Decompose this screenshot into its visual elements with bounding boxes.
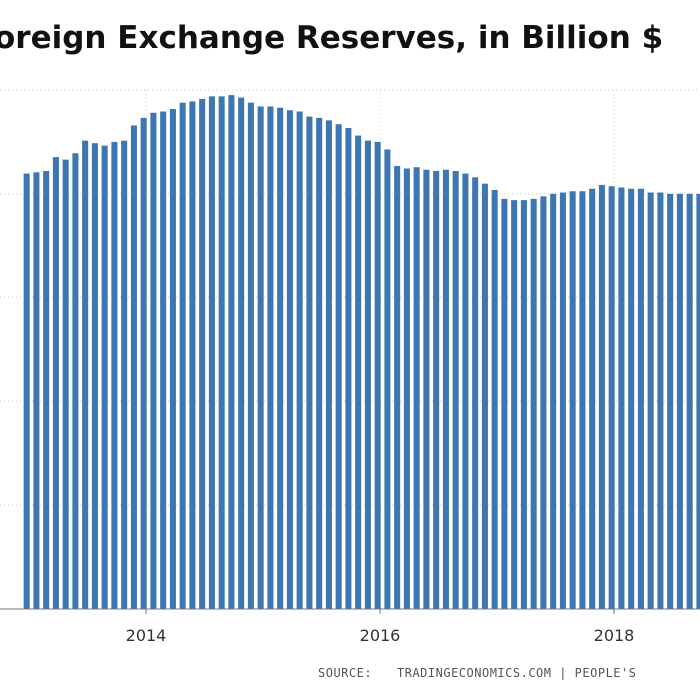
x-tick-label: 2014 xyxy=(126,626,167,645)
bar xyxy=(257,106,264,610)
bar xyxy=(540,196,547,609)
bar xyxy=(403,168,410,610)
bar xyxy=(179,102,186,609)
bar xyxy=(316,117,323,609)
bar xyxy=(160,111,167,610)
bar xyxy=(238,97,245,609)
x-tick-label: 2016 xyxy=(360,626,401,645)
bar xyxy=(286,110,293,609)
bar xyxy=(618,187,625,609)
bar xyxy=(306,116,313,609)
bar xyxy=(481,183,488,610)
bar xyxy=(647,192,654,609)
bar xyxy=(442,169,449,609)
bar xyxy=(589,188,596,610)
bar xyxy=(169,108,176,610)
bar xyxy=(559,192,566,609)
bar xyxy=(208,96,215,609)
bar xyxy=(355,135,362,609)
bar xyxy=(657,192,664,609)
bar xyxy=(101,145,108,609)
x-axis-ticks: 2014 2016 2018 xyxy=(126,609,635,645)
bar xyxy=(296,111,303,610)
bar xyxy=(676,193,683,610)
bar xyxy=(423,169,430,609)
bar xyxy=(43,171,50,609)
bar xyxy=(218,96,225,609)
bar xyxy=(345,127,352,609)
bar xyxy=(23,173,30,610)
bar xyxy=(374,141,381,609)
bar xyxy=(121,140,128,609)
bar xyxy=(628,188,635,610)
bar xyxy=(82,140,89,609)
bar xyxy=(72,153,79,610)
bar xyxy=(696,193,700,610)
bar xyxy=(189,101,196,609)
bar xyxy=(111,141,118,609)
bar xyxy=(608,186,615,609)
bar xyxy=(598,184,605,609)
bar xyxy=(520,200,527,609)
bar xyxy=(413,167,420,609)
bar xyxy=(247,102,254,609)
bar xyxy=(277,107,284,609)
bar xyxy=(462,173,469,610)
source-label: SOURCE: xyxy=(318,666,372,680)
bar xyxy=(637,188,644,610)
bar xyxy=(199,98,206,610)
bar xyxy=(501,198,508,610)
bar xyxy=(130,125,137,609)
bar xyxy=(150,112,157,609)
bar xyxy=(491,190,498,609)
bar xyxy=(550,193,557,610)
bar xyxy=(452,171,459,609)
bar xyxy=(62,159,69,609)
bar xyxy=(335,124,342,610)
bar xyxy=(228,95,235,609)
bar xyxy=(394,165,401,609)
bar xyxy=(52,157,59,609)
bar xyxy=(433,171,440,609)
x-tick-label: 2018 xyxy=(594,626,635,645)
bar xyxy=(384,149,391,609)
bar xyxy=(686,193,693,610)
bar xyxy=(472,177,479,609)
bar xyxy=(579,191,586,609)
source-text: TRADINGECONOMICS.COM | PEOPLE'S xyxy=(397,666,636,680)
bar xyxy=(569,191,576,609)
bar xyxy=(33,172,40,609)
chart-title: oreign Exchange Reserves, in Billion $ xyxy=(0,20,663,56)
bar xyxy=(325,120,332,609)
bar xyxy=(530,198,537,610)
bar xyxy=(140,117,147,609)
bar xyxy=(511,200,518,609)
bar xyxy=(364,140,371,609)
bar xyxy=(667,193,674,610)
bar xyxy=(267,106,274,610)
bars xyxy=(23,95,700,610)
bar xyxy=(91,143,98,610)
